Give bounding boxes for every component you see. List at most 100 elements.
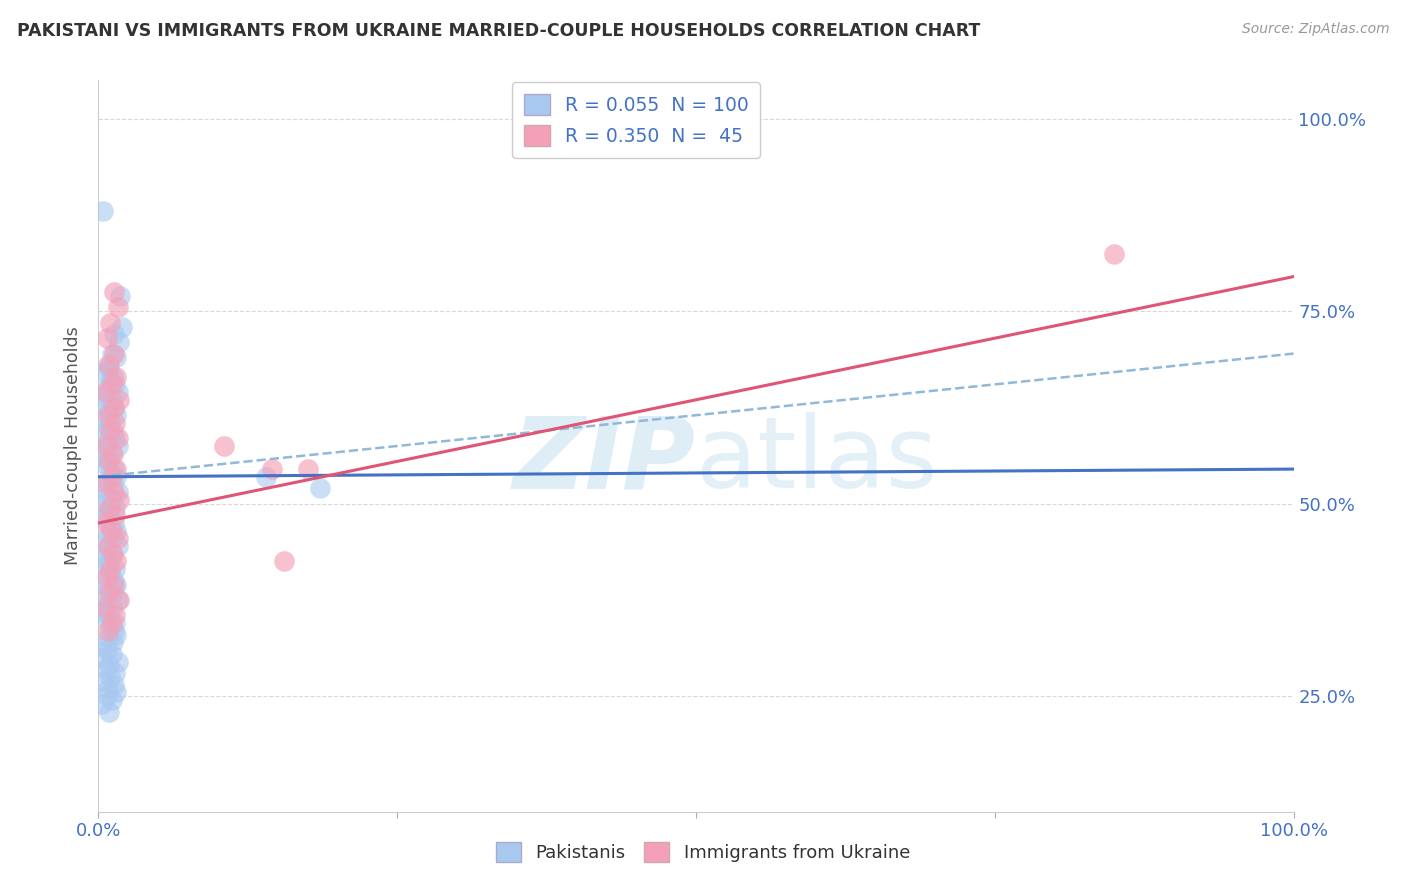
- Y-axis label: Married-couple Households: Married-couple Households: [65, 326, 83, 566]
- Point: [104, 608, 127, 623]
- Point: [100, 392, 122, 407]
- Text: Source: ZipAtlas.com: Source: ZipAtlas.com: [1241, 22, 1389, 37]
- Point: [94, 600, 117, 615]
- Point: [104, 416, 127, 430]
- Point: [101, 547, 124, 561]
- Point: [96, 643, 118, 657]
- Point: [104, 562, 127, 576]
- Point: [98, 658, 121, 673]
- Point: [98, 608, 121, 623]
- Point: [103, 401, 125, 415]
- Point: [94, 385, 117, 400]
- Point: [96, 543, 118, 558]
- Point: [97, 624, 120, 638]
- Point: [98, 705, 121, 719]
- Point: [104, 508, 127, 523]
- Legend: R = 0.055  N = 100, R = 0.350  N =  45: R = 0.055 N = 100, R = 0.350 N = 45: [512, 82, 761, 158]
- Point: [100, 616, 122, 631]
- Point: [98, 374, 122, 388]
- Point: [105, 577, 128, 591]
- Point: [105, 685, 128, 699]
- Point: [97, 419, 120, 434]
- Point: [98, 316, 122, 330]
- Point: [107, 532, 129, 546]
- Point: [103, 327, 125, 342]
- Point: [101, 424, 124, 438]
- Text: ZIP: ZIP: [513, 412, 696, 509]
- Point: [107, 301, 129, 315]
- Point: [105, 554, 128, 568]
- Point: [103, 624, 125, 638]
- Point: [94, 439, 117, 453]
- Point: [91, 450, 114, 465]
- Point: [94, 612, 117, 626]
- Point: [93, 570, 115, 584]
- Point: [93, 442, 115, 457]
- Point: [96, 489, 118, 503]
- Point: [103, 462, 125, 476]
- Point: [94, 516, 117, 530]
- Point: [101, 369, 124, 384]
- Point: [97, 358, 120, 372]
- Point: [98, 620, 122, 634]
- Point: [105, 524, 128, 538]
- Point: [96, 570, 118, 584]
- Point: [254, 470, 277, 484]
- Point: [101, 477, 124, 491]
- Point: [105, 470, 128, 484]
- Point: [98, 424, 122, 438]
- Point: [98, 554, 121, 568]
- Point: [100, 492, 122, 507]
- Point: [100, 447, 122, 461]
- Point: [107, 385, 129, 400]
- Point: [101, 585, 124, 599]
- Point: [308, 481, 330, 495]
- Point: [97, 539, 120, 553]
- Point: [98, 404, 121, 418]
- Point: [98, 504, 121, 518]
- Point: [105, 627, 128, 641]
- Point: [100, 470, 122, 484]
- Point: [107, 485, 129, 500]
- Point: [91, 550, 114, 565]
- Point: [105, 351, 128, 365]
- Point: [103, 485, 125, 500]
- Point: [97, 632, 120, 646]
- Point: [104, 431, 127, 445]
- Point: [93, 389, 115, 403]
- Point: [97, 681, 120, 696]
- Point: [103, 577, 125, 591]
- Point: [111, 319, 134, 334]
- Point: [97, 527, 120, 541]
- Point: [101, 635, 124, 649]
- Point: [91, 650, 114, 665]
- Point: [96, 331, 118, 345]
- Point: [107, 593, 129, 607]
- Point: [103, 574, 125, 588]
- Point: [98, 358, 121, 372]
- Point: [98, 500, 121, 515]
- Point: [104, 377, 127, 392]
- Point: [100, 600, 122, 615]
- Point: [91, 589, 114, 603]
- Point: [91, 673, 114, 688]
- Point: [100, 547, 122, 561]
- Point: [96, 381, 118, 395]
- Point: [101, 532, 124, 546]
- Point: [107, 439, 129, 453]
- Point: [260, 462, 283, 476]
- Point: [98, 454, 121, 468]
- Point: [105, 462, 128, 476]
- Point: [100, 524, 122, 538]
- Point: [107, 334, 129, 349]
- Point: [98, 670, 122, 684]
- Point: [297, 462, 319, 476]
- Point: [100, 346, 122, 360]
- Point: [91, 535, 114, 549]
- Point: [108, 289, 131, 303]
- Point: [98, 585, 121, 599]
- Point: [103, 516, 125, 530]
- Point: [105, 369, 128, 384]
- Point: [98, 466, 122, 480]
- Point: [93, 639, 115, 653]
